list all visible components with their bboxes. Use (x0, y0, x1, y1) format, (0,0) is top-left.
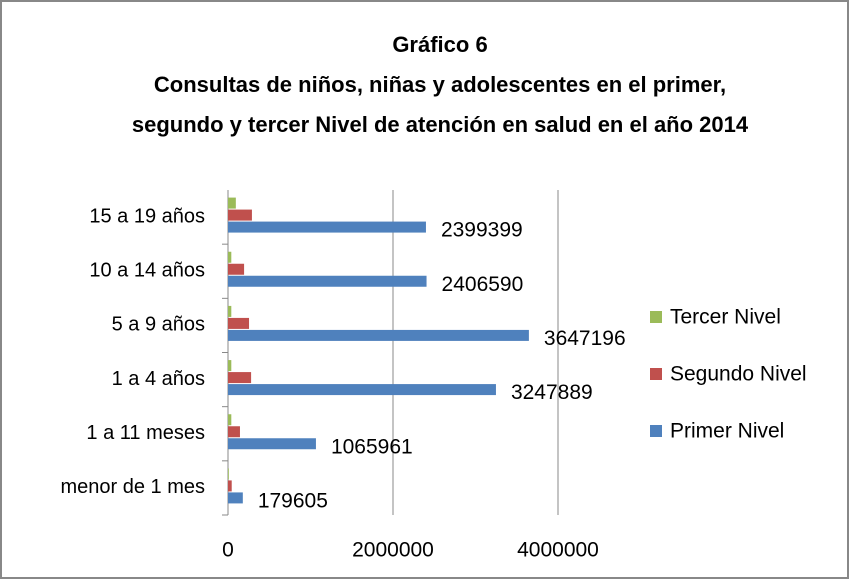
bar (228, 221, 426, 233)
chart-title: Consultas de niños, niñas y adolescentes… (154, 72, 726, 97)
bar (228, 468, 229, 480)
x-tick-label: 0 (222, 539, 234, 562)
data-label: 179605 (258, 489, 328, 512)
chart-title: segundo y tercer Nivel de atención en sa… (132, 112, 749, 137)
y-tick-label: 1 a 11 meses (86, 422, 205, 444)
legend-label: Primer Nivel (670, 420, 784, 443)
bar (228, 492, 243, 504)
x-tick-label: 4000000 (517, 539, 599, 562)
bar (228, 426, 240, 438)
x-tick-label: 2000000 (352, 539, 434, 562)
bar (228, 317, 250, 329)
bar (228, 480, 232, 492)
legend-label: Tercer Nivel (670, 306, 781, 329)
data-label: 3247889 (511, 381, 593, 404)
bar (228, 197, 236, 209)
data-label: 1065961 (331, 435, 413, 458)
y-tick-label: 15 a 19 años (89, 205, 205, 227)
bar (228, 251, 232, 263)
bar (228, 438, 316, 450)
data-label: 2406590 (442, 273, 524, 296)
bar (228, 209, 252, 221)
y-tick-label: 10 a 14 años (89, 260, 205, 282)
chart-title: Gráfico 6 (392, 32, 487, 57)
bar (228, 360, 232, 372)
bar (228, 305, 232, 317)
bar (228, 372, 252, 384)
y-tick-label: 1 a 4 años (112, 368, 205, 390)
bar (228, 414, 232, 426)
bar (228, 275, 427, 287)
legend-label: Segundo Nivel (670, 363, 807, 386)
bar (228, 263, 245, 275)
data-label: 2399399 (441, 219, 523, 242)
bar (228, 329, 529, 341)
bar (228, 384, 496, 396)
y-tick-label: menor de 1 mes (60, 476, 205, 498)
legend-swatch (650, 368, 662, 380)
data-label: 3647196 (544, 327, 626, 350)
y-tick-label: 5 a 9 años (112, 314, 205, 336)
legend-swatch (650, 311, 662, 323)
legend-swatch (650, 425, 662, 437)
